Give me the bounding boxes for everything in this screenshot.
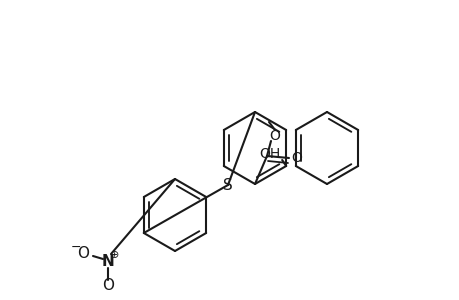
Text: O: O <box>102 278 114 293</box>
Text: O: O <box>77 247 89 262</box>
Text: O: O <box>291 151 302 165</box>
Text: S: S <box>223 178 232 193</box>
Text: N: N <box>101 254 114 269</box>
Text: ⊕: ⊕ <box>110 250 119 260</box>
Text: −: − <box>71 241 81 254</box>
Text: O: O <box>269 129 280 143</box>
Text: OH: OH <box>259 147 280 161</box>
